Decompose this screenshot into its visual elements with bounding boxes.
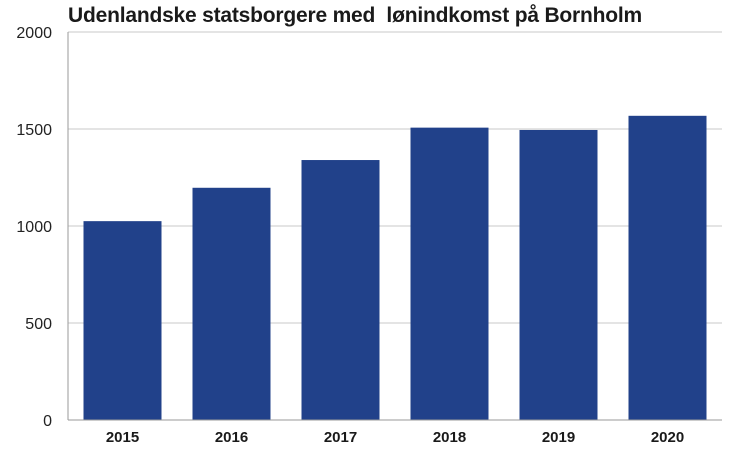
x-tick-label: 2018 <box>433 429 466 446</box>
chart-title: Udenlandske statsborgere med lønindkomst… <box>68 4 642 27</box>
axes <box>67 32 722 421</box>
bar-2016 <box>192 187 271 420</box>
x-tick-label: 2020 <box>651 429 684 446</box>
bar-2015 <box>83 221 162 420</box>
bars <box>83 115 707 421</box>
y-tick-label: 500 <box>25 316 52 333</box>
bar-2017 <box>301 160 380 421</box>
gridlines <box>68 31 722 324</box>
y-tick-label: 1500 <box>16 122 52 139</box>
x-tick-label: 2015 <box>106 429 139 446</box>
x-tick-label: 2016 <box>215 429 248 446</box>
y-tick-label: 1000 <box>16 219 52 236</box>
bar-2020 <box>628 115 707 421</box>
bar-2018 <box>410 127 489 420</box>
x-tick-label: 2019 <box>542 429 575 446</box>
bar-2019 <box>519 129 598 420</box>
y-tick-label: 2000 <box>16 25 52 42</box>
x-tick-label: 2017 <box>324 429 357 446</box>
x-axis-ticks: 2015 2016 2017 2018 2019 2020 <box>106 429 684 446</box>
y-axis-ticks: 0 500 1000 1500 2000 <box>16 25 52 430</box>
y-tick-label: 0 <box>43 413 52 430</box>
